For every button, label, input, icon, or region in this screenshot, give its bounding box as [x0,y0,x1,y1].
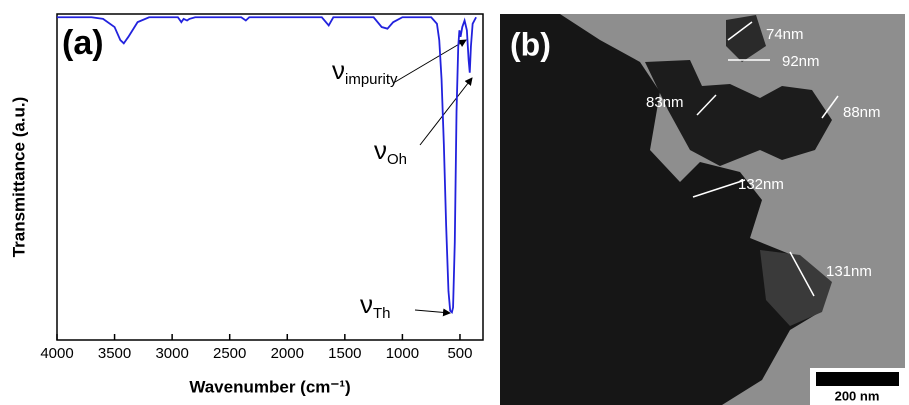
x-tick-label: 2000 [271,345,304,362]
measurement-label: 132nm [738,176,784,193]
annotation: νimpurity [332,55,398,88]
tem-image [500,14,905,405]
measurement-label: 88nm [843,104,881,121]
x-tick-label: 3000 [155,345,188,362]
annotation-arrow [419,77,473,146]
plot-frame [56,13,484,341]
x-axis-label: Wavenumber (cm⁻¹) [189,377,350,396]
measurement-label: 83nm [646,94,684,111]
measurement-label: 92nm [782,53,820,70]
x-tick-label: 2500 [213,345,246,362]
y-axis-label: Transmittance (a.u.) [9,97,28,258]
annotation-arrow [414,308,451,317]
panel-label: (a) [62,24,104,62]
annotation: νTh [360,289,391,322]
measurement-label: 74nm [766,26,804,43]
annotation-arrow [394,39,467,83]
x-tick-label: 3500 [98,345,131,362]
x-tick-label: 500 [447,345,472,362]
measurement-label: 131nm [826,263,872,280]
x-tick-label: 4000 [40,345,73,362]
annotation: νOh [374,135,407,168]
scale-bar-label: 200 nm [835,388,880,403]
spectrum-line [57,16,477,315]
x-tick-label: 1000 [386,345,419,362]
panel-label: (b) [510,26,551,62]
x-tick-label: 1500 [328,345,361,362]
